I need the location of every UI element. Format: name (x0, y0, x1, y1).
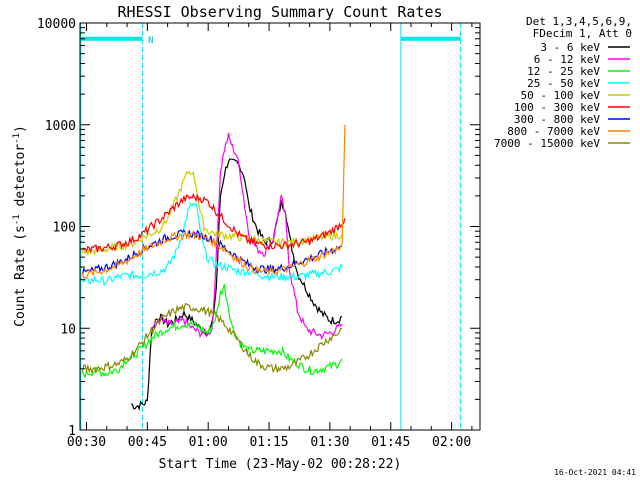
flag-label: N (148, 36, 153, 46)
x-axis: 00:30 00:45 01:00 01:15 01:30 01:45 02:00 (67, 23, 473, 450)
y-axis: 1 10 100 1000 10000 (37, 17, 480, 439)
y-tick-label: 1000 (45, 119, 76, 134)
flags-layer: N (80, 23, 462, 430)
legend-label: 300 - 800 keV (514, 113, 600, 126)
x-tick-label: 01:00 (189, 435, 228, 450)
series-layer (81, 124, 346, 411)
legend-label: 7000 - 15000 keV (494, 137, 600, 150)
y-axis-label-close: ) (13, 125, 28, 133)
y-axis-label-sup: -1 (12, 214, 22, 225)
series-line (130, 158, 343, 411)
x-tick-label: 01:30 (310, 435, 349, 450)
series-line (82, 202, 343, 287)
series-line (81, 170, 343, 257)
footer-timestamp: 16-Oct-2021 04:41 (554, 468, 636, 477)
x-tick-label: 01:45 (371, 435, 410, 450)
legend-label: 25 - 50 keV (527, 77, 600, 90)
chart-title: RHESSI Observing Summary Count Rates (117, 3, 442, 21)
legend-label: 50 - 100 keV (521, 89, 601, 102)
y-tick-label: 10 (60, 322, 76, 337)
legend-label: 100 - 300 keV (514, 101, 600, 114)
series-line (81, 283, 343, 379)
y-axis-label: Count Rate (s-1 detector-1) (12, 125, 28, 327)
y-axis-label-end-sup: -1 (12, 133, 22, 144)
series-line (82, 192, 346, 254)
legend-label: 3 - 6 keV (540, 41, 600, 54)
series-line (81, 303, 343, 375)
legend-label: 800 - 7000 keV (507, 125, 600, 138)
x-axis-label: Start Time (23-May-02 00:28:22) (159, 457, 402, 472)
y-axis-label-main: Count Rate (s (13, 225, 28, 327)
y-tick-label: 100 (53, 221, 76, 236)
legend-label: 12 - 25 keV (527, 65, 600, 78)
x-tick-label: 00:45 (128, 435, 167, 450)
legend-header: FDecim 1, Att 0 (533, 27, 632, 40)
y-tick-label: 1 (68, 424, 76, 439)
legend: Det 1,3,4,5,6,9,FDecim 1, Att 03 - 6 keV… (494, 15, 632, 150)
series-line (81, 229, 343, 276)
y-axis-label-end: detector (13, 144, 28, 215)
x-tick-label: 00:30 (67, 435, 106, 450)
series-line (151, 132, 343, 341)
series-line (81, 124, 346, 279)
x-tick-label: 01:15 (249, 435, 288, 450)
legend-header: Det 1,3,4,5,6,9, (526, 15, 632, 28)
x-tick-label: 02:00 (432, 435, 471, 450)
legend-label: 6 - 12 keV (534, 53, 601, 66)
y-tick-label: 10000 (37, 17, 76, 32)
